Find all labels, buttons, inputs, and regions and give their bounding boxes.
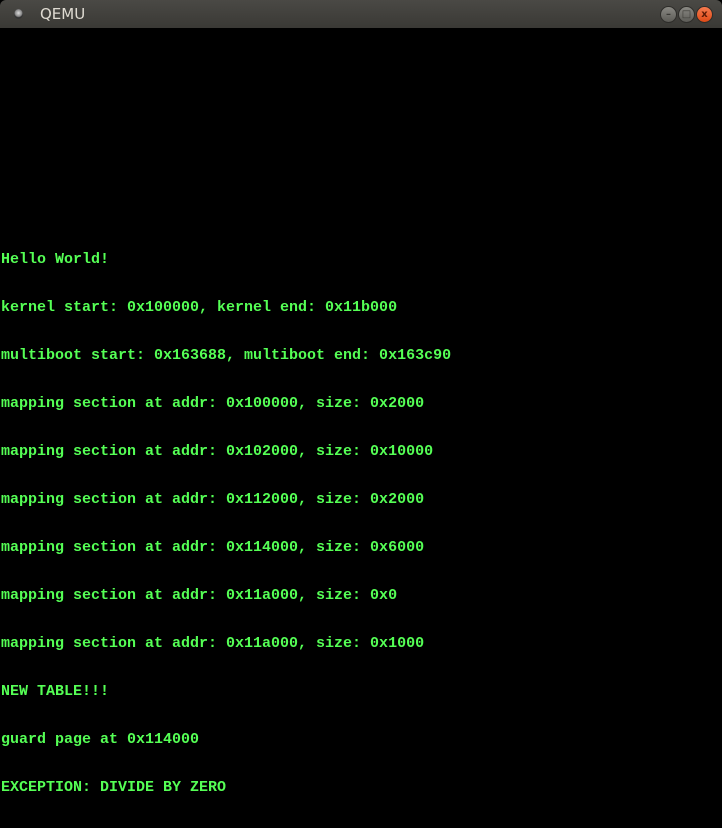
- console-line: NEW TABLE!!!: [1, 683, 110, 700]
- console-line: mapping section at addr: 0x11a000, size:…: [1, 587, 398, 604]
- title-bar[interactable]: QEMU – □ x: [0, 0, 722, 28]
- vm-display[interactable]: Hello World! kernel start: 0x100000, ker…: [0, 28, 722, 796]
- minimize-button[interactable]: –: [660, 6, 677, 23]
- qemu-app-icon: [14, 9, 23, 19]
- close-button[interactable]: x: [696, 6, 713, 23]
- console-line: mapping section at addr: 0x100000, size:…: [1, 395, 425, 412]
- console-line: mapping section at addr: 0x112000, size:…: [1, 491, 425, 508]
- console-line: mapping section at addr: 0x114000, size:…: [1, 539, 425, 556]
- console-line: multiboot start: 0x163688, multiboot end…: [1, 347, 452, 364]
- window-title: QEMU: [40, 5, 86, 23]
- maximize-button[interactable]: □: [678, 6, 695, 23]
- console-line: Hello World!: [1, 251, 110, 268]
- console-line: EXCEPTION: DIVIDE BY ZERO: [1, 779, 227, 796]
- console-line: mapping section at addr: 0x11a000, size:…: [1, 635, 425, 652]
- console-line: guard page at 0x114000: [1, 731, 200, 748]
- console-output: Hello World! kernel start: 0x100000, ker…: [1, 220, 451, 828]
- console-line: mapping section at addr: 0x102000, size:…: [1, 443, 434, 460]
- console-line: kernel start: 0x100000, kernel end: 0x11…: [1, 299, 398, 316]
